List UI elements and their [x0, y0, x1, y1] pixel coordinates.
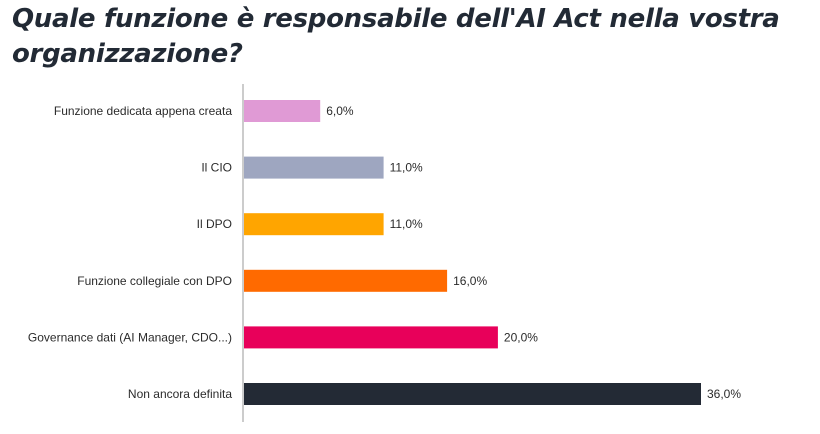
value-label-4: 20,0% [504, 330, 538, 344]
value-label-0: 6,0% [326, 104, 354, 118]
category-label-4: Governance dati (AI Manager, CDO...) [28, 330, 232, 344]
chart-title: Quale funzione è responsabile dell'AI Ac… [12, 4, 780, 69]
bar-0 [244, 100, 321, 122]
bar-2 [244, 213, 384, 236]
bar-4 [244, 326, 498, 349]
value-label-5: 36,0% [707, 387, 741, 401]
bar-5 [244, 383, 701, 405]
category-label-0: Funzione dedicata appena creata [54, 104, 232, 118]
bar-1 [244, 156, 384, 179]
value-label-2: 11,0% [390, 217, 423, 231]
bar-3 [244, 269, 448, 292]
value-label-3: 16,0% [453, 274, 487, 288]
category-label-1: Il CIO [201, 161, 232, 175]
category-label-5: Non ancora definita [128, 387, 232, 401]
category-label-3: Funzione collegiale con DPO [77, 274, 232, 288]
value-label-1: 11,0% [390, 161, 423, 175]
category-label-2: Il DPO [197, 217, 232, 231]
